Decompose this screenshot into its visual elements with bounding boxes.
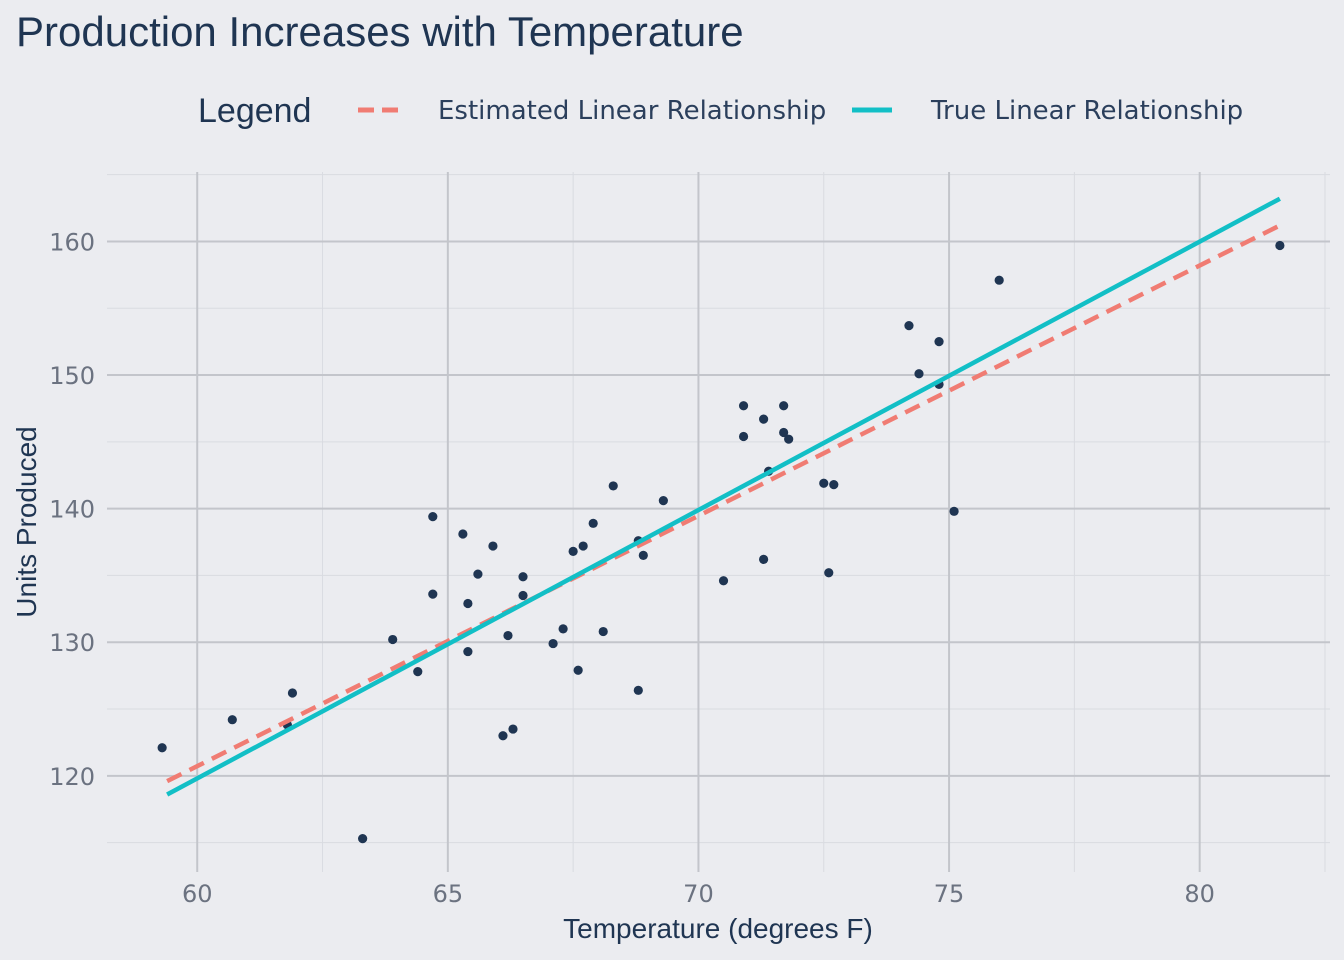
data-point [287,688,298,698]
data-point [914,369,924,379]
data-point [608,481,618,491]
data-point [949,506,959,516]
x-tick-label: 65 [433,880,464,908]
data-point [1275,240,1285,251]
data-point [573,665,583,675]
data-point [598,626,608,637]
data-point [784,434,794,444]
data-point [503,630,513,641]
data-point [498,731,508,741]
data-point [779,401,789,411]
major-gridlines [107,172,1330,872]
data-point [588,518,598,528]
data-point [548,638,558,649]
regression-lines [166,196,1281,797]
x-tick-label: 75 [934,880,965,908]
y-tick-label: 130 [49,629,95,657]
x-axis-title: Temperature (degrees F) [563,913,873,944]
x-tick-label: 70 [683,880,714,908]
data-point [458,529,468,539]
data-point [658,496,668,506]
data-point [388,634,398,645]
data-point [824,568,834,578]
true-line [166,196,1281,797]
data-point [819,478,829,488]
data-point [759,414,769,424]
data-points [157,240,1285,844]
y-axis-title: Units Produced [11,426,42,617]
data-point [518,590,528,601]
y-tick-label: 120 [49,763,95,791]
data-point [934,337,944,347]
data-point [568,546,578,556]
y-tick-label: 160 [49,228,95,256]
data-point [718,576,729,586]
data-point [508,724,518,734]
data-point [759,554,769,565]
y-tick-label: 140 [49,496,95,524]
data-point [738,431,749,442]
data-point [413,667,423,677]
data-point [463,598,473,609]
legend-title: Legend [198,92,311,130]
estimated-line [166,223,1281,784]
x-tick-label: 80 [1184,880,1215,908]
y-tick-label: 150 [49,362,95,390]
data-point [994,275,1004,285]
data-point [558,624,568,634]
data-point [428,589,438,599]
data-point [633,685,643,695]
data-point [638,550,648,560]
data-point [428,512,438,522]
legend: Legend Estimated Linear Relationship Tru… [198,92,1243,130]
data-point [578,541,588,551]
data-point [518,572,528,582]
data-point [463,646,473,657]
x-tick-label: 60 [182,880,213,908]
chart-title: Production Increases with Temperature [16,8,744,55]
y-axis-tick-labels: 120 130 140 150 160 [49,228,95,790]
data-point [738,401,749,411]
minor-gridlines [107,172,1330,872]
data-point [157,743,167,753]
data-point [473,569,483,579]
legend-label-true: True Linear Relationship [930,96,1243,126]
data-point [779,427,789,438]
data-point [904,321,914,331]
data-point [488,541,498,551]
x-axis-tick-labels: 60 65 70 75 80 [182,880,1215,908]
legend-label-estimated: Estimated Linear Relationship [438,96,826,126]
data-point [227,715,237,725]
data-point [358,834,368,844]
data-point [829,479,839,490]
